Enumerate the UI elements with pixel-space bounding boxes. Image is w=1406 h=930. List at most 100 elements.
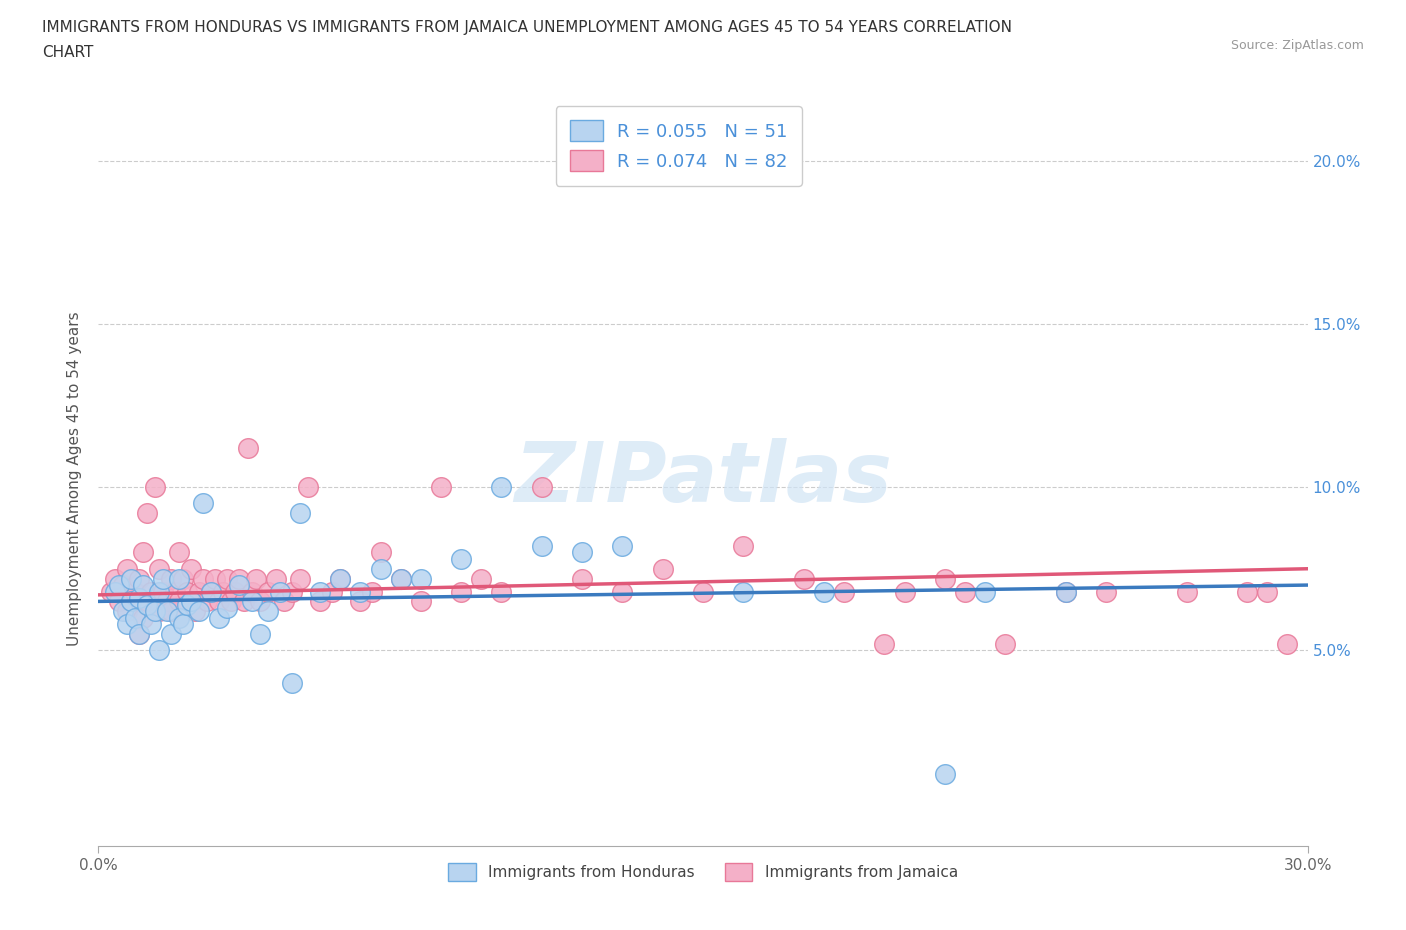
Point (450, 584, 472, 599)
Point (832, 584, 855, 599)
Point (1256, 584, 1278, 599)
Legend: Immigrants from Honduras, Immigrants from Jamaica: Immigrants from Honduras, Immigrants fro… (439, 854, 967, 890)
Point (176, 584, 198, 599)
Point (240, 594, 263, 609)
Point (1277, 636, 1299, 651)
Point (120, 594, 142, 609)
Point (188, 604, 211, 618)
Y-axis label: Unemployment Among Ages 45 to 54 years: Unemployment Among Ages 45 to 54 years (67, 312, 83, 646)
Point (273, 594, 295, 609)
Point (100, 584, 122, 599)
Point (236, 441, 259, 456)
Point (692, 584, 714, 599)
Point (450, 551, 472, 566)
Point (491, 584, 513, 599)
Point (204, 571, 226, 586)
Point (491, 480, 513, 495)
Point (269, 584, 291, 599)
Point (167, 594, 190, 609)
Point (167, 571, 190, 586)
Point (120, 571, 142, 586)
Point (107, 594, 129, 609)
Point (132, 578, 155, 592)
Point (103, 584, 125, 599)
Point (143, 480, 166, 495)
Point (200, 584, 222, 599)
Point (217, 601, 239, 616)
Point (1054, 584, 1077, 599)
Point (148, 643, 170, 658)
Point (934, 571, 956, 586)
Point (128, 591, 150, 605)
Point (256, 584, 278, 599)
Point (128, 571, 150, 586)
Point (224, 584, 246, 599)
Point (249, 594, 271, 609)
Point (288, 571, 311, 586)
Point (309, 594, 332, 609)
Point (167, 610, 190, 625)
Point (107, 578, 129, 592)
Point (288, 506, 311, 521)
Point (111, 604, 134, 618)
Point (281, 675, 304, 690)
Point (120, 594, 142, 609)
Point (193, 571, 215, 586)
Point (256, 604, 278, 618)
Point (160, 604, 183, 618)
Point (172, 617, 194, 631)
Point (208, 610, 231, 625)
Point (409, 571, 432, 586)
Point (115, 604, 138, 618)
Point (612, 584, 634, 599)
Point (1095, 584, 1118, 599)
Point (249, 627, 271, 642)
Point (240, 584, 263, 599)
Point (873, 636, 896, 651)
Text: CHART: CHART (42, 45, 94, 60)
Point (163, 584, 186, 599)
Point (115, 562, 138, 577)
Point (953, 584, 976, 599)
Point (370, 562, 392, 577)
Point (172, 571, 194, 586)
Point (232, 594, 254, 609)
Point (132, 610, 155, 625)
Point (176, 597, 198, 612)
Point (128, 627, 150, 642)
Point (184, 604, 207, 618)
Point (974, 584, 997, 599)
Point (470, 571, 492, 586)
Point (1236, 584, 1258, 599)
Point (208, 594, 231, 609)
Point (389, 571, 412, 586)
Point (156, 604, 179, 618)
Point (430, 480, 453, 495)
Point (221, 594, 243, 609)
Point (135, 506, 157, 521)
Point (148, 562, 170, 577)
Point (135, 597, 157, 612)
Point (813, 584, 835, 599)
Point (1175, 584, 1198, 599)
Point (115, 617, 138, 631)
Text: IMMIGRANTS FROM HONDURAS VS IMMIGRANTS FROM JAMAICA UNEMPLOYMENT AMONG AGES 45 T: IMMIGRANTS FROM HONDURAS VS IMMIGRANTS F… (42, 20, 1012, 35)
Point (124, 584, 146, 599)
Point (321, 584, 343, 599)
Point (329, 571, 352, 586)
Point (1054, 584, 1077, 599)
Point (530, 538, 553, 553)
Point (139, 584, 162, 599)
Point (124, 610, 146, 625)
Point (571, 545, 593, 560)
Point (530, 480, 553, 495)
Point (389, 571, 412, 586)
Point (135, 594, 157, 609)
Point (733, 538, 755, 553)
Point (349, 594, 371, 609)
Point (297, 480, 319, 495)
Point (264, 571, 287, 586)
Point (370, 545, 392, 560)
Point (228, 571, 250, 586)
Point (361, 584, 384, 599)
